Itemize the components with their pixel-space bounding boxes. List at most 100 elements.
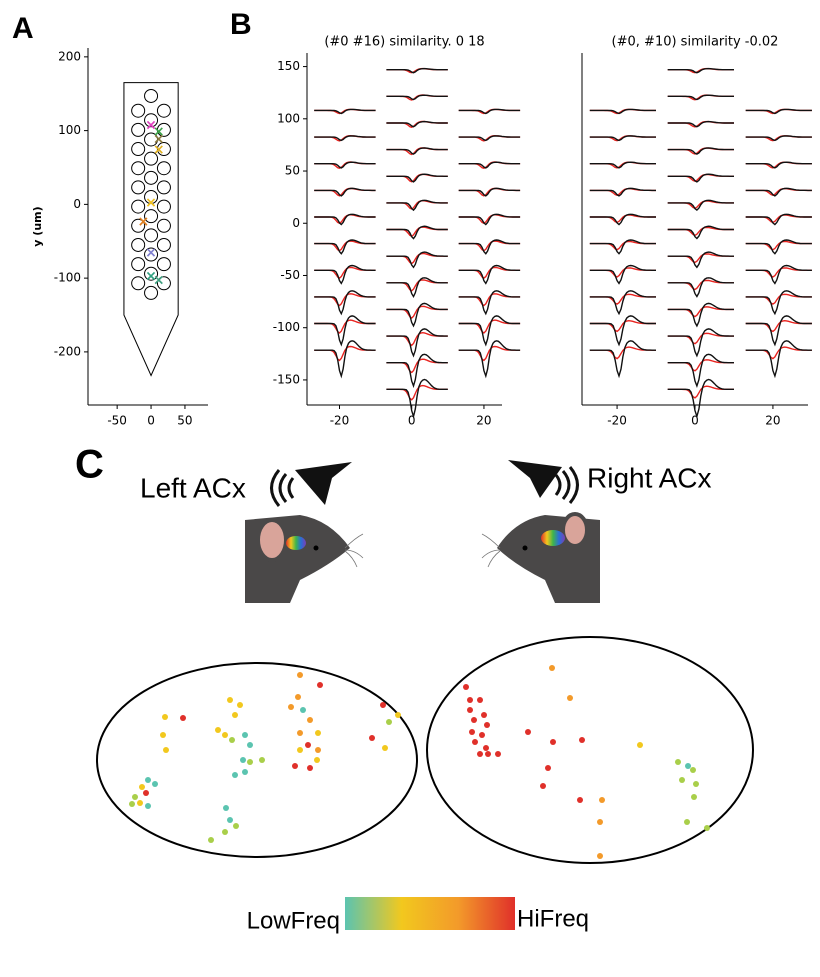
waveform-trace bbox=[667, 328, 734, 358]
neuron-dot bbox=[463, 684, 469, 690]
probe-site bbox=[156, 218, 171, 233]
neuron-dot bbox=[223, 805, 229, 811]
waveform-trace bbox=[745, 340, 812, 379]
neuron-dot bbox=[675, 759, 681, 765]
neuron-dot bbox=[679, 777, 685, 783]
probe-site bbox=[144, 209, 159, 224]
waveform-trace bbox=[458, 161, 521, 169]
probe-site bbox=[131, 276, 146, 291]
waveform-trace bbox=[458, 290, 521, 316]
waveform-trace bbox=[589, 135, 656, 142]
neuron-dot bbox=[382, 745, 388, 751]
probe-site bbox=[144, 228, 159, 243]
neuron-dot bbox=[704, 825, 710, 831]
probe-site bbox=[156, 142, 171, 157]
x-tick-label: -50 bbox=[107, 414, 127, 428]
neuron-dot bbox=[525, 729, 531, 735]
waveform-trace bbox=[667, 225, 734, 240]
waveform-trace bbox=[589, 161, 656, 169]
x-tick-label: 20 bbox=[476, 414, 491, 428]
neuron-dot bbox=[479, 732, 485, 738]
waveform-trace bbox=[667, 277, 734, 298]
neuron-dot bbox=[297, 730, 303, 736]
unit-marker: × bbox=[145, 269, 157, 285]
neuron-dot bbox=[242, 732, 248, 738]
y-tick-label: 0 bbox=[292, 216, 300, 230]
panel-letter: B bbox=[230, 8, 252, 41]
x-tick-label: 50 bbox=[177, 414, 192, 428]
probe-site bbox=[144, 88, 159, 103]
cortex-map-left bbox=[96, 662, 418, 858]
neuron-dot bbox=[215, 727, 221, 733]
waveform-trace bbox=[667, 147, 734, 155]
waveform-trace bbox=[589, 187, 656, 197]
y-tick-label: -100 bbox=[273, 320, 300, 334]
waveform-trace bbox=[458, 239, 521, 255]
neuron-dot bbox=[577, 797, 583, 803]
neuron-dot bbox=[222, 829, 228, 835]
unit-marker: × bbox=[137, 214, 149, 230]
neuron-dot bbox=[395, 712, 401, 718]
probe-site bbox=[131, 103, 146, 118]
neuron-dot bbox=[305, 742, 311, 748]
y-tick-label: 50 bbox=[285, 164, 300, 178]
waveform-trace bbox=[589, 315, 656, 347]
neuron-dot bbox=[484, 722, 490, 728]
colorbar-low: LowFreq bbox=[247, 907, 340, 934]
waveform-trace bbox=[386, 199, 448, 212]
unit-marker: × bbox=[145, 245, 157, 261]
neuron-dot bbox=[690, 767, 696, 773]
probe-site bbox=[156, 276, 171, 291]
waveform-trace bbox=[589, 213, 656, 226]
waveform-trace bbox=[745, 161, 812, 169]
neuron-dot bbox=[599, 797, 605, 803]
waveform-trace bbox=[589, 340, 656, 379]
y-tick-label: 200 bbox=[58, 49, 81, 63]
probe-site bbox=[131, 161, 146, 176]
neuron-dot bbox=[237, 702, 243, 708]
neuron-dot bbox=[579, 737, 585, 743]
unit-marker: × bbox=[153, 272, 165, 288]
waveform-trace bbox=[314, 135, 376, 142]
y-tick-label: -50 bbox=[280, 268, 300, 282]
neuron-dot bbox=[160, 732, 166, 738]
neuron-dot bbox=[132, 794, 138, 800]
waveform-trace bbox=[458, 108, 521, 115]
neuron-dot bbox=[549, 665, 555, 671]
neuron-dot bbox=[485, 751, 491, 757]
neuron-dot bbox=[472, 739, 478, 745]
waveform-trace bbox=[667, 353, 734, 388]
waveform-trace bbox=[386, 94, 448, 101]
y-tick-label: -200 bbox=[54, 344, 81, 358]
waveform-trace bbox=[745, 290, 812, 316]
neuron-dot bbox=[314, 757, 320, 763]
waveform-trace bbox=[589, 239, 656, 255]
waveform-trace bbox=[314, 239, 376, 255]
probe-site bbox=[156, 257, 171, 272]
waveform-trace bbox=[386, 67, 448, 74]
probe-site bbox=[144, 189, 159, 204]
waveform-trace bbox=[314, 290, 376, 316]
neuron-dot bbox=[163, 747, 169, 753]
probe-site bbox=[156, 103, 171, 118]
waveform-trace bbox=[667, 67, 734, 74]
probe-site bbox=[131, 257, 146, 272]
waveform-trace bbox=[386, 378, 448, 419]
y-tick-label: 150 bbox=[277, 59, 300, 73]
x-tick-label: 20 bbox=[765, 414, 780, 428]
neuron-dot bbox=[693, 781, 699, 787]
neuron-dot bbox=[471, 717, 477, 723]
waveform-trace bbox=[458, 264, 521, 285]
neuron-dot bbox=[129, 801, 135, 807]
waveform-trace bbox=[314, 213, 376, 226]
sound-waves bbox=[270, 466, 579, 507]
waveform-trace bbox=[667, 251, 734, 269]
speaker bbox=[295, 462, 352, 505]
panel-letter: A bbox=[12, 12, 34, 45]
neuron-dot bbox=[307, 717, 313, 723]
panel-letter: C bbox=[75, 443, 104, 487]
neuron-dot bbox=[233, 823, 239, 829]
waveform-trace bbox=[386, 251, 448, 269]
waveform-trace bbox=[745, 213, 812, 226]
